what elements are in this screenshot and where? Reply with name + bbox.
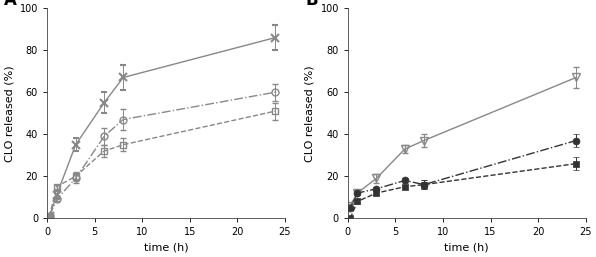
X-axis label: time (h): time (h) xyxy=(144,243,188,253)
Text: B: B xyxy=(305,0,318,9)
Y-axis label: CLO released (%): CLO released (%) xyxy=(4,65,14,161)
X-axis label: time (h): time (h) xyxy=(445,243,489,253)
Text: A: A xyxy=(4,0,17,9)
Y-axis label: CLO released (%): CLO released (%) xyxy=(305,65,315,161)
